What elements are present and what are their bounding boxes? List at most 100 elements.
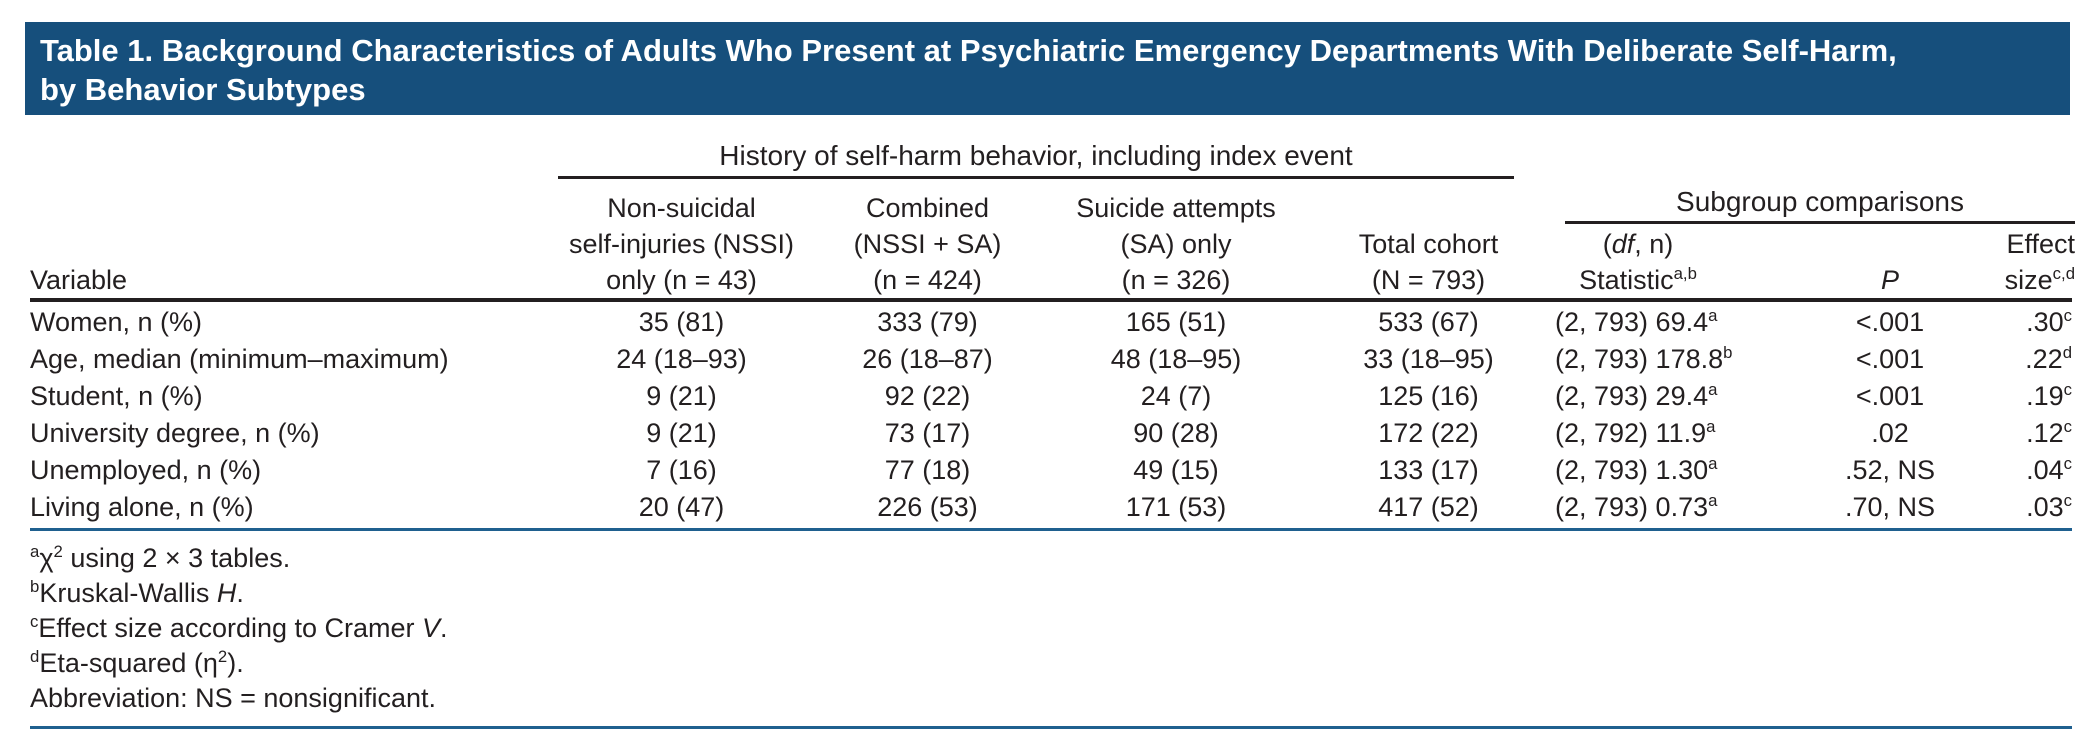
footnotes: aχ2 using 2 × 3 tables. bKruskal-Wallis … (30, 541, 448, 716)
column-header-nssi: Non-suicidal self-injuries (NSSI) only (… (558, 190, 805, 298)
column-header-line: Statistica,b (1563, 262, 1713, 298)
effect-size-superscript: c (2063, 491, 2072, 510)
spanner-header-subgroup: Subgroup comparisons (1676, 186, 1964, 217)
cell-sa: 165 (51) (1125, 307, 1227, 337)
column-header-line: (n = 326) (1121, 265, 1231, 295)
statistic-value: (2, 793) 0.73 (1555, 492, 1709, 522)
table-row: Unemployed, n (%) 7 (16) 77 (18) 49 (15)… (30, 452, 2072, 489)
statistic-superscript: a (1708, 454, 1718, 473)
statistic-value: (2, 793) 178.8 (1555, 344, 1724, 374)
figure-bottom-rule (30, 726, 2072, 729)
cell-sa: 48 (18–95) (1110, 344, 1242, 374)
cell-combined: 226 (53) (877, 492, 978, 522)
cell-combined: 26 (18–87) (862, 344, 993, 374)
statistic-superscript: a (1708, 306, 1718, 325)
footnote-c: cEffect size according to Cramer V. (30, 611, 448, 646)
cell-statistic: (2, 793) 69.4a (1555, 304, 1815, 341)
data-table-body: Women, n (%) 35 (81) 333 (79) 165 (51) 5… (30, 304, 2072, 526)
history-spanner-rule (558, 176, 1514, 179)
footnote-text: Eta-squared (η (39, 648, 218, 678)
statistic-superscript: a (1708, 491, 1718, 510)
footnote-a: aχ2 using 2 × 3 tables. (30, 541, 448, 576)
statistic-header-paren: ( (1602, 229, 1612, 259)
column-header-line: Suicide attempts (1076, 193, 1276, 223)
cell-variable: Living alone, n (%) (30, 492, 254, 522)
effect-size-value: .12 (2026, 418, 2064, 448)
effect-size-superscript: d (2062, 343, 2072, 362)
cell-p-value: <.001 (1855, 307, 1925, 337)
statistic-superscript: a (1706, 417, 1716, 436)
cell-combined: 333 (79) (877, 307, 978, 337)
footnote-italic-term: V (422, 613, 441, 643)
cell-p-value: .52, NS (1844, 455, 1936, 485)
cell-total: 417 (52) (1378, 492, 1479, 522)
cell-nssi: 35 (81) (638, 307, 725, 337)
cell-nssi: 9 (21) (646, 418, 717, 448)
statistic-value: (2, 793) 69.4 (1555, 307, 1709, 337)
column-header-line: Non-suicidal (607, 193, 756, 223)
footnote-marker: b (30, 577, 40, 596)
statistic-value: (2, 793) 29.4 (1555, 381, 1709, 411)
cell-effect-size: .12c (1965, 415, 2072, 452)
cell-combined: 73 (17) (884, 418, 971, 448)
cell-statistic: (2, 793) 178.8b (1555, 341, 1815, 378)
cell-p-value: <.001 (1855, 381, 1925, 411)
statistic-header-label: Statistic (1579, 265, 1674, 295)
cell-effect-size: .04c (1965, 452, 2072, 489)
effect-size-value: .22 (2025, 344, 2063, 374)
footnote-italic-term: H (216, 578, 237, 608)
cell-effect-size: .30c (1965, 304, 2072, 341)
effect-size-superscript: c (2063, 454, 2072, 473)
column-header-statistic: (df, n) Statistica,b (1563, 226, 1713, 298)
statistic-header-superscript: a,b (1673, 264, 1697, 283)
effect-size-superscript: c (2063, 306, 2072, 325)
cell-statistic: (2, 793) 1.30a (1555, 452, 1815, 489)
cell-variable: Women, n (%) (30, 307, 203, 337)
footnote-abbreviation: Abbreviation: NS = nonsignificant. (30, 683, 436, 713)
cell-p-value: <.001 (1855, 344, 1925, 374)
footnote-marker: d (30, 647, 40, 666)
cell-variable: Student, n (%) (30, 381, 203, 411)
cell-nssi: 24 (18–93) (616, 344, 747, 374)
cell-total: 172 (22) (1378, 418, 1479, 448)
cell-variable: University degree, n (%) (30, 418, 320, 448)
column-header-line: self-injuries (NSSI) (568, 229, 795, 259)
cell-effect-size: .19c (1965, 378, 2072, 415)
cell-sa: 49 (15) (1133, 455, 1219, 485)
table-title-line2: by Behavior Subtypes (40, 72, 366, 107)
column-header-p-value: P (1880, 265, 1899, 295)
spanner-header-history: History of self-harm behavior, including… (719, 140, 1353, 171)
cell-total: 533 (67) (1378, 307, 1479, 337)
table-title-bar: Table 1. Background Characteristics of A… (25, 22, 2070, 115)
table-title-line1: Table 1. Background Characteristics of A… (40, 33, 1897, 68)
cell-effect-size: .03c (1965, 489, 2072, 526)
table-bottom-rule (30, 528, 2072, 531)
subgroup-spanner-rule (1565, 221, 2075, 224)
statistic-superscript: a (1708, 380, 1718, 399)
footnote-exponent: 2 (53, 542, 63, 561)
cell-combined: 77 (18) (884, 455, 971, 485)
effect-size-value: .04 (2026, 455, 2064, 485)
footnote-exponent: 2 (217, 647, 228, 666)
footnote-marker: c (30, 612, 39, 631)
effect-size-header-label: size (2004, 265, 2053, 295)
cell-total: 33 (18–95) (1363, 344, 1494, 374)
effect-size-header-superscript: c,d (2052, 264, 2075, 283)
column-header-line: (N = 793) (1371, 265, 1486, 295)
cell-total: 125 (16) (1378, 381, 1479, 411)
effect-size-value: .03 (2026, 492, 2064, 522)
column-header-combined: Combined (NSSI + SA) (n = 424) (805, 190, 1050, 298)
effect-size-value: .19 (2026, 381, 2064, 411)
column-header-line: (SA) only (1120, 229, 1232, 259)
table-row: Living alone, n (%) 20 (47) 226 (53) 171… (30, 489, 2072, 526)
cell-nssi: 20 (47) (638, 492, 725, 522)
cell-statistic: (2, 793) 29.4a (1555, 378, 1815, 415)
cell-combined: 92 (22) (884, 381, 971, 411)
table-row: Student, n (%) 9 (21) 92 (22) 24 (7) 125… (30, 378, 2072, 415)
footnote-text: . (236, 578, 244, 608)
table-row: Women, n (%) 35 (81) 333 (79) 165 (51) 5… (30, 304, 2072, 341)
column-header-line: (n = 424) (873, 265, 982, 295)
cell-statistic: (2, 793) 0.73a (1555, 489, 1815, 526)
column-header-line: (df, n) (1563, 226, 1713, 262)
column-header-line: (NSSI + SA) (853, 229, 1002, 259)
